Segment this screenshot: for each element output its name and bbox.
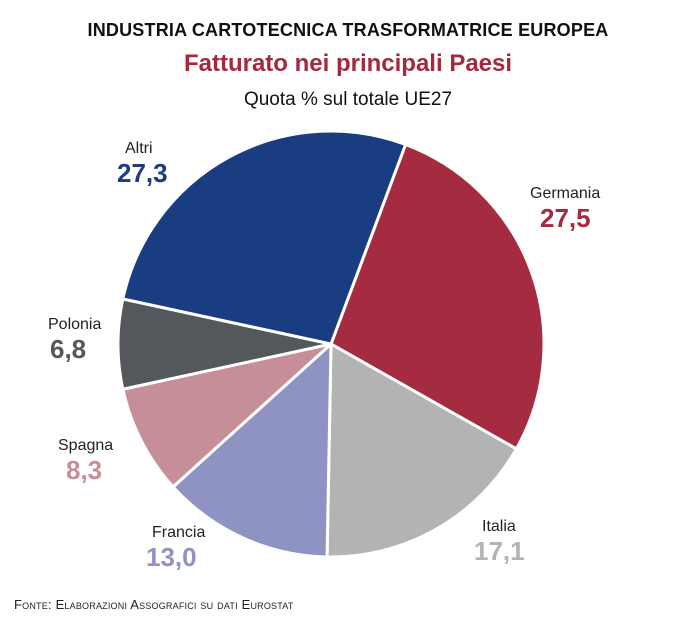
label-spagna-value: 8,3 — [66, 455, 103, 485]
label-germania-name: Germania — [530, 185, 601, 202]
label-altri-value: 27,3 — [117, 158, 168, 188]
source-note: Fonte: Elaborazioni Assografici su dati … — [14, 597, 294, 612]
label-spagna: Spagna 8,3 — [58, 437, 113, 485]
pie-slice-italia — [325, 342, 518, 559]
chart-title: INDUSTRIA CARTOTECNICA TRASFORMATRICE EU… — [87, 20, 609, 40]
chart-caption: Quota % sul totale UE27 — [243, 89, 453, 110]
pie-slice-altri — [121, 129, 408, 346]
label-polonia: Polonia 6,8 — [48, 316, 101, 364]
label-altri-name: Altri — [125, 140, 153, 157]
chart-subtitle: Fatturato nei principali Paesi — [183, 50, 513, 77]
label-polonia-name: Polonia — [48, 316, 102, 333]
label-polonia-value: 6,8 — [50, 334, 87, 364]
label-francia-value: 13,0 — [146, 542, 197, 572]
label-spagna-name: Spagna — [58, 437, 114, 454]
pie-slice-francia — [171, 342, 333, 559]
label-francia-name: Francia — [152, 524, 206, 541]
label-italia: Italia 17,1 — [474, 518, 525, 566]
label-francia: Francia 13,0 — [146, 524, 205, 572]
label-germania: Germania 27,5 — [530, 185, 600, 233]
label-germania-value: 27,5 — [540, 203, 591, 233]
label-italia-name: Italia — [482, 518, 516, 535]
pie-slice-spagna — [121, 342, 333, 489]
label-italia-value: 17,1 — [474, 536, 525, 566]
label-altri: Altri 27,3 — [117, 140, 168, 188]
